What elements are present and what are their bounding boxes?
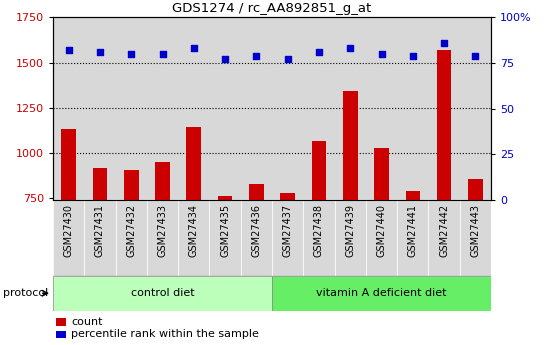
Text: GSM27431: GSM27431 (95, 204, 105, 257)
Bar (460, 200, 491, 276)
Text: count: count (71, 317, 103, 327)
Bar (209, 17, 240, 200)
Bar (335, 17, 366, 200)
Text: GSM27438: GSM27438 (314, 204, 324, 257)
Point (220, 57, 229, 62)
Text: GSM27434: GSM27434 (189, 204, 199, 257)
Bar (460, 17, 491, 200)
Bar (147, 200, 178, 276)
Bar (61, 129, 76, 334)
Bar (366, 200, 397, 276)
Bar (84, 17, 116, 200)
Title: GDS1274 / rc_AA892851_g_at: GDS1274 / rc_AA892851_g_at (172, 2, 372, 15)
Bar (429, 200, 460, 276)
Bar (178, 17, 209, 200)
Text: GSM27432: GSM27432 (126, 204, 136, 257)
Bar (93, 168, 107, 334)
Bar (186, 127, 201, 334)
Bar (429, 17, 460, 200)
Bar (218, 197, 232, 334)
Bar (437, 50, 451, 334)
Bar (304, 200, 335, 276)
Bar (374, 148, 389, 334)
Point (440, 40, 449, 46)
Text: percentile rank within the sample: percentile rank within the sample (71, 329, 259, 339)
Bar (178, 200, 209, 276)
Bar (366, 17, 397, 200)
Bar (56, 331, 66, 338)
Bar (272, 200, 304, 276)
Point (64, 47, 73, 53)
Text: GSM27437: GSM27437 (283, 204, 292, 257)
Text: GSM27433: GSM27433 (157, 204, 167, 257)
Bar (84, 200, 116, 276)
Bar (272, 276, 491, 310)
Point (408, 53, 417, 58)
Bar (124, 170, 138, 334)
Bar (240, 17, 272, 200)
Bar (116, 17, 147, 200)
Text: GSM27441: GSM27441 (408, 204, 418, 257)
Bar (406, 191, 420, 334)
Bar (272, 17, 304, 200)
Bar (116, 200, 147, 276)
Bar (343, 91, 358, 334)
Bar (240, 200, 272, 276)
Point (471, 53, 480, 58)
Point (95, 49, 104, 55)
Bar (335, 200, 366, 276)
Text: protocol: protocol (3, 288, 48, 298)
Bar (468, 179, 483, 334)
Bar (56, 318, 66, 326)
Point (189, 46, 198, 51)
Bar (53, 200, 84, 276)
Text: GSM27442: GSM27442 (439, 204, 449, 257)
Text: vitamin A deficient diet: vitamin A deficient diet (316, 288, 447, 298)
Text: GSM27430: GSM27430 (64, 204, 74, 257)
Point (252, 53, 261, 58)
Bar (304, 17, 335, 200)
Point (158, 51, 167, 57)
Point (377, 51, 386, 57)
Text: GSM27435: GSM27435 (220, 204, 230, 257)
Point (346, 46, 355, 51)
Text: control diet: control diet (131, 288, 194, 298)
Text: GSM27439: GSM27439 (345, 204, 355, 257)
Bar (397, 17, 429, 200)
Bar (53, 276, 272, 310)
Point (283, 57, 292, 62)
Bar (53, 17, 84, 200)
Text: GSM27443: GSM27443 (470, 204, 480, 257)
Bar (249, 184, 264, 334)
Bar (155, 162, 170, 334)
Bar (312, 141, 326, 334)
Bar (209, 200, 240, 276)
Point (315, 49, 324, 55)
Text: GSM27440: GSM27440 (377, 204, 387, 257)
Bar (280, 193, 295, 334)
Bar (147, 17, 178, 200)
Bar (397, 200, 429, 276)
Text: GSM27436: GSM27436 (252, 204, 261, 257)
Point (127, 51, 136, 57)
